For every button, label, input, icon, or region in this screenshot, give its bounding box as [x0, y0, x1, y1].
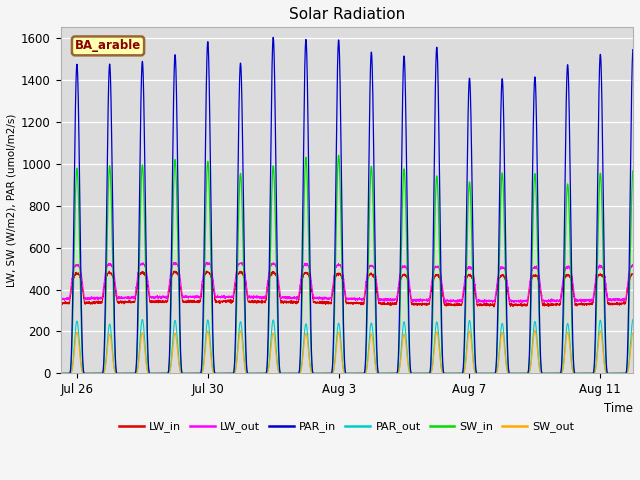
PAR_out	[454, 371, 462, 376]
SW_out	[487, 371, 495, 376]
PAR_out	[57, 371, 65, 376]
LW_out	[57, 297, 65, 302]
PAR_in	[269, 35, 277, 40]
LW_out	[488, 299, 495, 304]
LW_out	[521, 299, 529, 304]
PAR_out	[333, 329, 341, 335]
PAR_in	[163, 371, 170, 376]
LW_in	[163, 300, 170, 306]
Line: LW_in: LW_in	[61, 271, 640, 307]
SW_in	[521, 371, 529, 376]
LW_in	[490, 304, 498, 310]
SW_out	[333, 336, 341, 342]
SW_in	[335, 153, 342, 158]
Line: SW_in: SW_in	[61, 156, 640, 373]
LW_in	[488, 301, 495, 307]
PAR_in	[57, 371, 65, 376]
SW_out	[531, 328, 539, 334]
LW_out	[455, 299, 463, 304]
LW_in	[521, 302, 529, 308]
LW_in	[333, 271, 341, 276]
Text: BA_arable: BA_arable	[75, 39, 141, 52]
SW_out	[521, 371, 529, 376]
Y-axis label: LW, SW (W/m2), PAR (umol/m2/s): LW, SW (W/m2), PAR (umol/m2/s)	[7, 114, 17, 287]
PAR_out	[487, 371, 495, 376]
Line: SW_out: SW_out	[61, 331, 640, 373]
PAR_out	[521, 371, 529, 376]
LW_out	[163, 295, 170, 301]
LW_out	[333, 263, 341, 269]
LW_out	[203, 259, 211, 265]
SW_in	[57, 371, 65, 376]
Line: LW_out: LW_out	[61, 262, 640, 303]
SW_in	[488, 371, 495, 376]
Title: Solar Radiation: Solar Radiation	[289, 7, 405, 22]
PAR_out	[163, 371, 170, 376]
SW_out	[454, 371, 462, 376]
LW_in	[57, 300, 65, 305]
SW_in	[333, 180, 341, 186]
SW_out	[57, 371, 65, 376]
PAR_in	[333, 72, 341, 78]
PAR_in	[488, 371, 495, 376]
SW_in	[455, 371, 463, 376]
Line: PAR_out: PAR_out	[61, 319, 640, 373]
SW_in	[163, 371, 170, 376]
Legend: LW_in, LW_out, PAR_in, PAR_out, SW_in, SW_out: LW_in, LW_out, PAR_in, PAR_out, SW_in, S…	[115, 417, 579, 437]
Line: PAR_in: PAR_in	[61, 37, 640, 373]
PAR_in	[455, 371, 463, 376]
PAR_out	[629, 316, 637, 322]
PAR_in	[521, 371, 529, 376]
LW_out	[441, 300, 449, 306]
SW_out	[163, 371, 170, 376]
X-axis label: Time: Time	[604, 402, 633, 415]
LW_in	[455, 301, 463, 307]
LW_in	[105, 268, 113, 274]
